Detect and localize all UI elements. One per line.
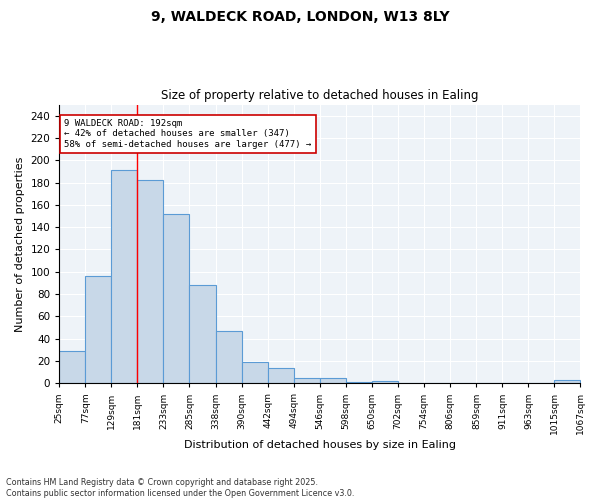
Bar: [112, 170, 137, 384]
Text: 9, WALDECK ROAD, LONDON, W13 8LY: 9, WALDECK ROAD, LONDON, W13 8LY: [151, 10, 449, 24]
Text: 9 WALDECK ROAD: 192sqm
← 42% of detached houses are smaller (347)
58% of semi-de: 9 WALDECK ROAD: 192sqm ← 42% of detached…: [64, 119, 311, 149]
Bar: [320, 378, 346, 384]
Title: Size of property relative to detached houses in Ealing: Size of property relative to detached ho…: [161, 89, 479, 102]
Bar: [242, 362, 268, 384]
Bar: [268, 368, 294, 384]
Bar: [137, 180, 163, 384]
Bar: [554, 380, 580, 384]
Bar: [59, 351, 85, 384]
Bar: [294, 378, 320, 384]
Bar: [346, 382, 372, 384]
Text: Contains HM Land Registry data © Crown copyright and database right 2025.
Contai: Contains HM Land Registry data © Crown c…: [6, 478, 355, 498]
Y-axis label: Number of detached properties: Number of detached properties: [15, 156, 25, 332]
Bar: [372, 381, 398, 384]
Bar: [216, 331, 242, 384]
Bar: [163, 214, 190, 384]
Bar: [85, 276, 112, 384]
Bar: [190, 285, 216, 384]
X-axis label: Distribution of detached houses by size in Ealing: Distribution of detached houses by size …: [184, 440, 456, 450]
